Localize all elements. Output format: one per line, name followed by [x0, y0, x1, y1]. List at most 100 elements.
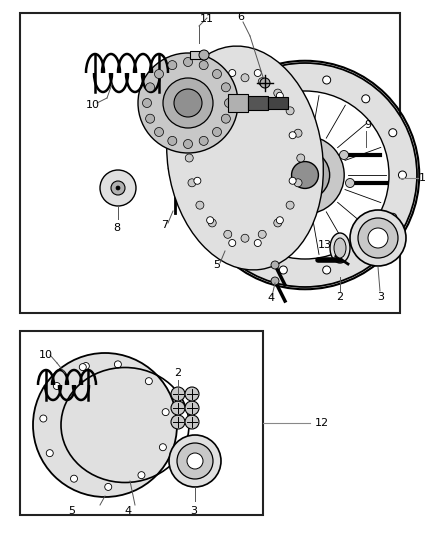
Circle shape — [163, 78, 213, 128]
Circle shape — [100, 170, 136, 206]
Circle shape — [187, 453, 203, 469]
Circle shape — [82, 362, 89, 369]
Circle shape — [111, 181, 125, 195]
Circle shape — [145, 83, 155, 92]
Circle shape — [188, 129, 196, 137]
Circle shape — [212, 69, 222, 78]
Text: 5: 5 — [213, 260, 220, 270]
Circle shape — [254, 239, 261, 246]
Circle shape — [196, 201, 204, 209]
Circle shape — [162, 409, 169, 416]
Circle shape — [185, 415, 199, 429]
Circle shape — [171, 415, 185, 429]
Circle shape — [114, 361, 121, 368]
Circle shape — [185, 154, 193, 162]
Circle shape — [274, 89, 282, 97]
Circle shape — [53, 383, 60, 390]
Circle shape — [208, 219, 216, 227]
Circle shape — [294, 179, 302, 187]
Bar — [190, 51, 206, 59]
Text: 8: 8 — [113, 223, 120, 233]
Text: 4: 4 — [268, 293, 275, 303]
Circle shape — [346, 179, 354, 188]
Circle shape — [276, 217, 283, 224]
Circle shape — [229, 69, 236, 77]
Text: 3: 3 — [378, 292, 385, 302]
Circle shape — [240, 95, 248, 103]
Text: 5: 5 — [68, 506, 75, 516]
Circle shape — [204, 171, 212, 179]
Bar — [20, 13, 400, 313]
Circle shape — [199, 50, 209, 60]
Circle shape — [105, 483, 112, 490]
Circle shape — [294, 129, 302, 137]
Text: 3: 3 — [191, 506, 198, 516]
Circle shape — [350, 210, 406, 266]
Circle shape — [241, 74, 249, 82]
Circle shape — [389, 213, 397, 221]
Circle shape — [221, 91, 389, 259]
Ellipse shape — [334, 238, 346, 258]
Circle shape — [362, 247, 370, 255]
Circle shape — [362, 95, 370, 103]
Circle shape — [274, 219, 282, 227]
Circle shape — [258, 78, 266, 86]
Circle shape — [184, 58, 192, 67]
Circle shape — [271, 261, 279, 269]
Circle shape — [241, 234, 249, 242]
Bar — [228, 94, 248, 112]
Circle shape — [194, 177, 201, 184]
Circle shape — [323, 76, 331, 84]
Circle shape — [185, 387, 199, 401]
Circle shape — [116, 186, 120, 190]
Circle shape — [276, 92, 283, 99]
Circle shape — [79, 364, 86, 370]
Circle shape — [168, 61, 177, 70]
Circle shape — [389, 129, 397, 137]
Text: 10: 10 — [39, 350, 53, 360]
Text: 9: 9 — [364, 120, 371, 130]
Circle shape — [339, 150, 349, 159]
Circle shape — [358, 218, 398, 258]
Circle shape — [289, 132, 296, 139]
Circle shape — [155, 127, 163, 136]
Circle shape — [224, 230, 232, 238]
Circle shape — [207, 217, 214, 224]
Circle shape — [289, 177, 296, 184]
Circle shape — [368, 228, 388, 248]
Circle shape — [279, 76, 287, 84]
Circle shape — [185, 401, 199, 415]
Circle shape — [221, 83, 230, 92]
Text: 2: 2 — [174, 368, 182, 378]
Text: 12: 12 — [315, 418, 329, 428]
Circle shape — [138, 53, 238, 153]
Circle shape — [224, 78, 232, 86]
Circle shape — [196, 107, 204, 115]
Text: 13: 13 — [318, 240, 332, 250]
Circle shape — [258, 230, 266, 238]
Text: 11: 11 — [200, 14, 214, 24]
Circle shape — [177, 443, 213, 479]
Circle shape — [171, 387, 185, 401]
Circle shape — [292, 161, 318, 189]
Text: 6: 6 — [237, 12, 244, 22]
Text: 7: 7 — [162, 220, 169, 230]
Circle shape — [33, 353, 177, 497]
Circle shape — [225, 99, 233, 108]
Circle shape — [145, 114, 155, 123]
Circle shape — [40, 415, 47, 422]
Circle shape — [208, 89, 216, 97]
Circle shape — [213, 213, 221, 221]
Circle shape — [199, 61, 208, 70]
Circle shape — [286, 201, 294, 209]
Circle shape — [193, 63, 417, 287]
Circle shape — [194, 132, 201, 139]
Text: 1: 1 — [418, 173, 425, 183]
Bar — [268, 97, 288, 109]
Circle shape — [399, 171, 406, 179]
Circle shape — [297, 154, 305, 162]
Circle shape — [254, 69, 261, 77]
Circle shape — [199, 136, 208, 146]
Bar — [248, 96, 268, 110]
Text: 10: 10 — [86, 100, 100, 110]
